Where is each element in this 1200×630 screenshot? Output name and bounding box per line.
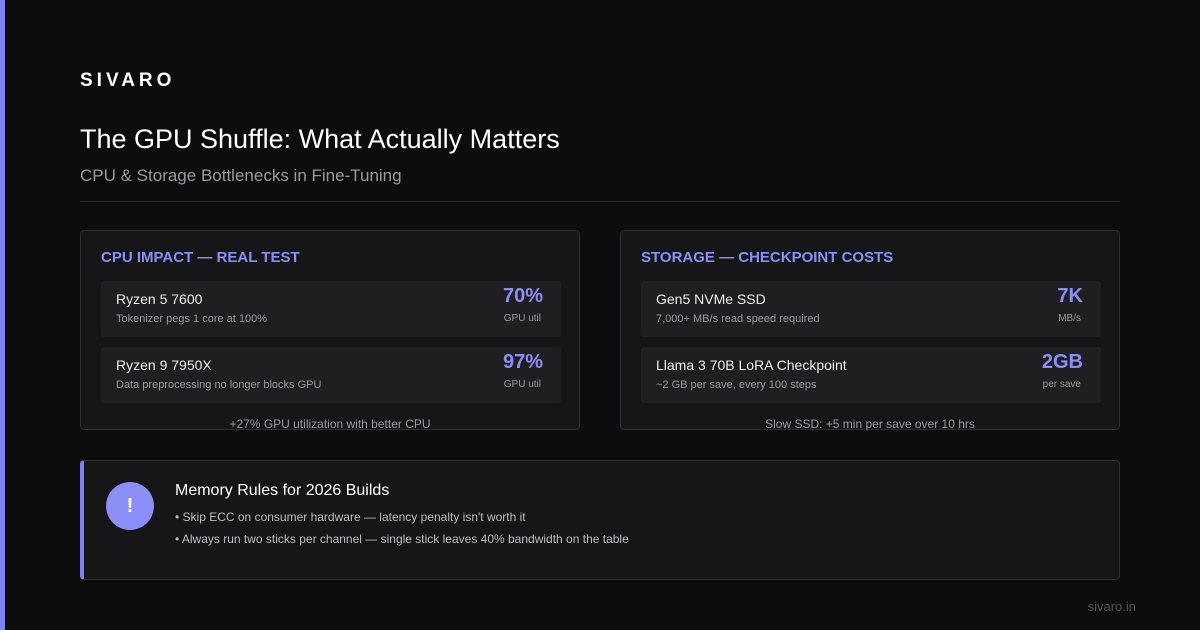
brand: SIVARO (80, 70, 176, 91)
card-footer: Slow SSD: +5 min per save over 10 hrs (765, 417, 975, 431)
stat-unit: GPU util (503, 379, 541, 390)
item-name: Gen5 NVMe SSD (656, 291, 766, 307)
stat-unit: MB/s (1058, 313, 1081, 324)
subtitle: CPU & Storage Bottlenecks in Fine-Tuning (80, 166, 402, 185)
card-heading: STORAGE — CHECKPOINT COSTS (641, 249, 894, 266)
item-desc: Tokenizer pegs 1 core at 100% (116, 313, 268, 325)
card-heading: CPU IMPACT — REAL TEST (101, 249, 300, 266)
stat-row: Ryzen 9 7950X Data preprocessing no longe… (101, 347, 561, 403)
stat-row: Gen5 NVMe SSD 7,000+ MB/s read speed requ… (641, 281, 1101, 337)
bullet: • Always run two sticks per channel — si… (175, 532, 629, 546)
callout-title: Memory Rules for 2026 Builds (175, 482, 390, 499)
callout-icon: ! (106, 482, 154, 530)
callout: ! Memory Rules for 2026 Builds • Skip EC… (80, 460, 1120, 580)
item-name: Ryzen 9 7950X (116, 357, 212, 373)
stat-row: Llama 3 70B LoRA Checkpoint ~2 GB per sav… (641, 347, 1101, 403)
stat-row: Ryzen 5 7600 Tokenizer pegs 1 core at 100… (101, 281, 561, 337)
stat-value: 70% (502, 285, 543, 307)
bullet: • Skip ECC on consumer hardware — latenc… (175, 510, 526, 524)
item-desc: Data preprocessing no longer blocks GPU (116, 379, 322, 391)
footer: sivaro.in (1087, 599, 1136, 614)
card-footer: +27% GPU utilization with better CPU (229, 417, 431, 431)
card: STORAGE — CHECKPOINT COSTS Gen5 NVMe SSD 7… (620, 230, 1120, 431)
divider (80, 201, 1120, 202)
stat-value: 97% (502, 351, 543, 373)
item-name: Llama 3 70B LoRA Checkpoint (656, 357, 847, 373)
item-desc: ~2 GB per save, every 100 steps (656, 379, 817, 391)
stat-unit: GPU util (503, 313, 541, 324)
accent-bar (0, 0, 5, 630)
stat-value: 7K (1057, 285, 1083, 307)
stat-unit: per save (1042, 379, 1081, 390)
item-desc: 7,000+ MB/s read speed required (656, 313, 820, 325)
title: The GPU Shuffle: What Actually Matters (80, 124, 560, 154)
card: CPU IMPACT — REAL TEST Ryzen 5 7600 Tokeni… (80, 230, 580, 431)
stat-value: 2GB (1041, 351, 1083, 373)
item-name: Ryzen 5 7600 (116, 291, 203, 307)
